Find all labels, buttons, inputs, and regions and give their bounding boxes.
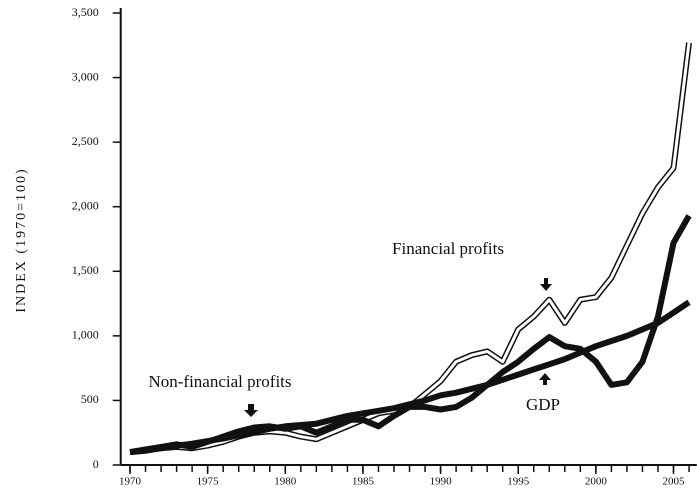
x-tick-label: 1975 (197, 476, 220, 488)
y-tick-label: 0 (93, 457, 99, 471)
y-tick-label: 1,000 (72, 328, 99, 342)
y-tick-label: 2,500 (72, 134, 99, 148)
x-tick-label: 2005 (663, 476, 686, 488)
y-tick-label: 500 (81, 392, 99, 406)
x-tick-label: 1980 (274, 476, 297, 488)
x-tick-label: 1995 (507, 476, 530, 488)
y-tick-label: 1,500 (72, 263, 99, 277)
arrow (244, 404, 258, 417)
y-axis-label: INDEX (1970=100) (14, 167, 29, 312)
x-tick-label: 1970 (119, 476, 142, 488)
y-tick-label: 3,000 (72, 69, 99, 83)
arrow (539, 373, 551, 385)
annotation: GDP (526, 395, 560, 414)
x-tick-label: 1990 (430, 476, 453, 488)
line (129, 299, 691, 456)
x-tick-label: 1985 (352, 476, 375, 488)
x-tick-label: 2000 (585, 476, 608, 488)
annotation: Non-financial profits (148, 372, 291, 391)
annotation: Financial profits (392, 239, 504, 258)
y-tick-label: 3,500 (72, 5, 99, 19)
y-tick-label: 2,000 (72, 198, 99, 212)
arrow (540, 278, 552, 291)
